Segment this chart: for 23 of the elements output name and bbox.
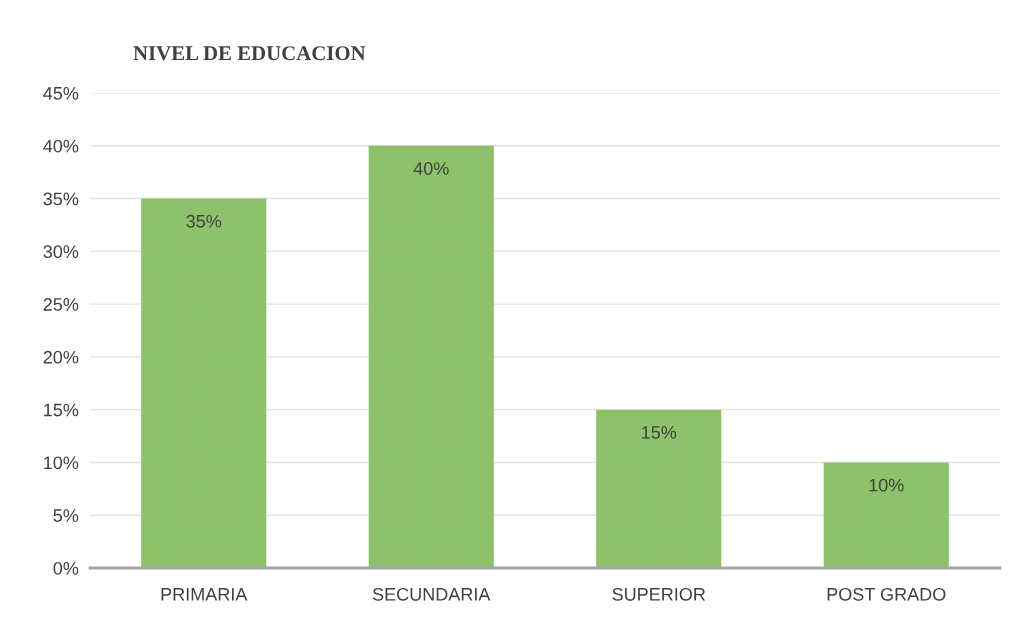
y-tick-label: 35% [43,192,79,206]
y-tick-label: 5% [53,509,79,522]
bar [823,462,949,568]
x-tick-label: PRIMARIA [161,588,248,601]
data-label: 40% [413,162,449,175]
y-tick-label: 0% [53,561,79,575]
y-tick-label: 20% [43,350,79,364]
y-tick-label: 15% [44,403,79,417]
y-tick-label: 45% [43,87,79,100]
bar [368,145,494,568]
y-tick-label: 30% [43,245,79,259]
x-tick-label: SUPERIOR [612,587,706,601]
data-label: 10% [869,478,904,492]
bar [141,198,267,568]
data-label: 15% [642,426,677,439]
data-label: 35% [186,214,222,228]
x-tick-label: SECUNDARIA [372,587,491,601]
y-tick-label: 40% [43,139,79,153]
y-tick-label: 25% [43,298,79,311]
y-tick-label: 10% [44,456,79,470]
chart-title: NIVEL DE EDUCACION [133,46,366,61]
bar [596,409,722,568]
x-tick-label: POST GRADO [827,587,946,601]
